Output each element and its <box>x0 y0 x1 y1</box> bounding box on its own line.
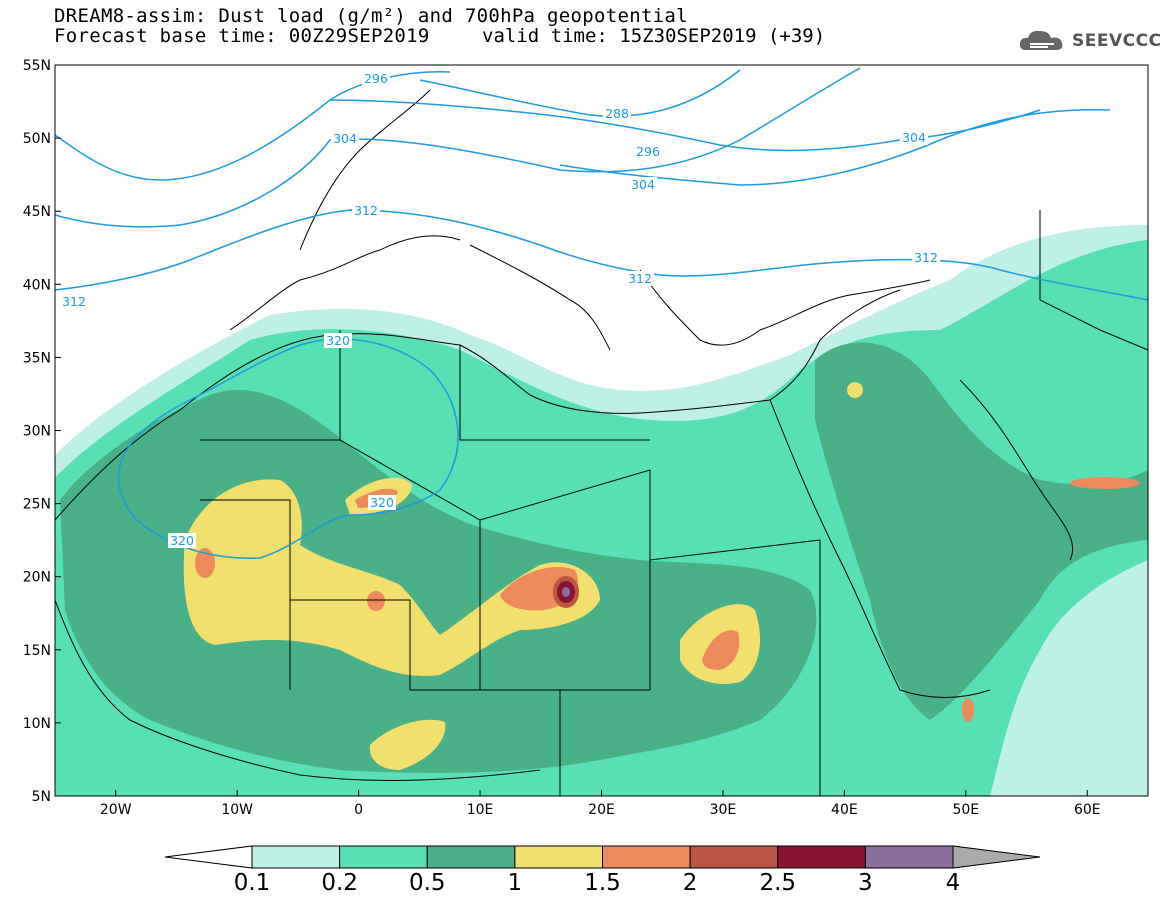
dust-contour-1.5-d <box>195 548 215 578</box>
colorbar-swatch <box>689 845 779 869</box>
lon-label: 60E <box>1074 802 1101 818</box>
map-title: DREAM8-assim: Dust load (g/m²) and 700hP… <box>54 5 688 27</box>
colorbar-tick-label: 0.5 <box>408 870 446 896</box>
colorbar-swatch <box>602 845 691 869</box>
colorbar-tick-label: 2 <box>682 870 698 896</box>
contour-label-bg <box>368 495 396 510</box>
lat-label: 15N <box>23 643 51 659</box>
colorbar <box>164 845 1041 869</box>
contour-label-bg <box>352 203 380 218</box>
colorbar-tick-label: 1 <box>507 870 523 896</box>
contour-label: 304 <box>333 131 357 146</box>
contour-label: 304 <box>631 177 655 192</box>
dust-contour-0.5-east <box>815 342 1148 720</box>
coastlines <box>55 89 1148 796</box>
contour-label: 312 <box>354 203 378 218</box>
contour-label: 296 <box>364 71 388 86</box>
seevccc-logo: SEEVCCC <box>1018 28 1162 54</box>
lat-label: 40N <box>23 277 51 293</box>
dust-contour-1.5-f <box>1070 477 1140 489</box>
lon-label: 40E <box>831 802 858 818</box>
lat-label: 45N <box>23 204 51 220</box>
dust-contour-1-d <box>369 719 446 770</box>
colorbar-swatch <box>514 845 603 869</box>
contour-label: 312 <box>628 271 652 286</box>
contour-label: 312 <box>914 250 938 265</box>
dust-contour-3 <box>562 587 570 597</box>
contour-label-bg <box>912 250 940 265</box>
lon-label: 10E <box>467 802 494 818</box>
colorbar-tick-label: 1.5 <box>584 870 621 896</box>
colorbar-swatch <box>339 845 428 869</box>
lon-label: 20E <box>588 802 615 818</box>
contour-label: 304 <box>902 130 926 145</box>
lat-label: 55N <box>23 58 51 74</box>
contour-label-bg <box>603 106 631 121</box>
logo-text: SEEVCCC <box>1072 31 1162 51</box>
lon-label: 10W <box>221 802 253 818</box>
contour-label-bg <box>331 131 359 146</box>
colorbar-high-extend <box>952 845 1041 869</box>
contour-label: 320 <box>326 333 350 348</box>
contour-label: 320 <box>170 533 194 548</box>
lat-label: 35N <box>23 350 51 366</box>
dust-contour-1.5-b <box>702 630 740 670</box>
colorbar-swatch <box>426 845 516 869</box>
contour-label: 296 <box>636 144 660 159</box>
contour-label-bg <box>60 294 88 309</box>
forecast-base-time: Forecast base time: 00Z29SEP2019 <box>54 25 430 47</box>
contour-label: 320 <box>370 495 394 510</box>
colorbar-tick-label: 4 <box>945 870 961 896</box>
latitude-axis: 55N 50N 45N 40N 35N 30N 25N 20N 15N 10N 5N <box>23 58 61 805</box>
valid-time: valid time: 15Z30SEP2019 (+39) <box>482 25 826 47</box>
lon-label: 50E <box>952 802 979 818</box>
contour-label-bg <box>626 271 654 286</box>
cloud-icon <box>1019 30 1063 50</box>
lat-label: 30N <box>23 424 51 440</box>
dust-contour-1.5-g <box>962 698 974 722</box>
colorbar-low-extend <box>164 845 253 869</box>
colorbar-tick-label: 0.1 <box>233 870 271 896</box>
contour-label-bg <box>629 177 657 192</box>
contour-label: 312 <box>62 294 86 309</box>
lon-label: 20W <box>100 802 132 818</box>
lat-label: 50N <box>23 131 51 147</box>
contour-label-bg <box>168 533 196 548</box>
lon-label: 0 <box>354 802 363 818</box>
contour-label-bg <box>900 130 928 145</box>
longitude-axis: 20W 10W 0 10E 20E 30E 40E 50E 60E <box>100 790 1101 818</box>
colorbar-swatch <box>777 845 866 869</box>
lat-label: 10N <box>23 716 51 732</box>
colorbar-tick-label: 2.5 <box>759 870 797 896</box>
contour-label-bg <box>324 333 352 348</box>
lat-label: 5N <box>32 789 51 805</box>
lon-label: 30E <box>710 802 737 818</box>
colorbar-tick-label: 0.2 <box>321 870 358 896</box>
contour-label: 288 <box>605 106 629 121</box>
lat-label: 20N <box>23 570 51 586</box>
colorbar-tick-label: 3 <box>858 870 873 896</box>
contour-label-bg <box>634 144 662 159</box>
map-field <box>55 65 1148 796</box>
colorbar-swatch <box>864 845 954 869</box>
dust-contour-1-e <box>847 382 863 398</box>
contour-label-bg <box>362 71 390 86</box>
lat-label: 25N <box>23 497 51 513</box>
dust-contour-1 <box>183 479 600 676</box>
contour-labels: 296 288 296 304 304 304 312 312 312 312 320 320 320 <box>60 71 940 548</box>
dust-contour-1.5-e <box>367 591 385 611</box>
geopotential-contours <box>55 67 1148 559</box>
colorbar-swatch <box>251 845 341 869</box>
